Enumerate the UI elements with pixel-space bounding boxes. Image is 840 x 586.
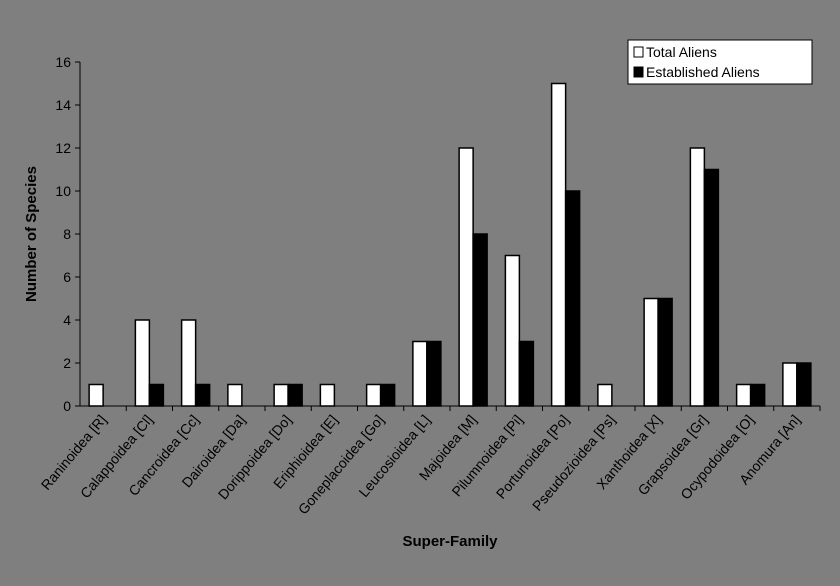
x-tick-label: Goneplacoidea [Go]: [295, 412, 387, 518]
bar: [749, 383, 766, 407]
bar: [88, 383, 104, 407]
legend-box: [627, 39, 813, 85]
bar: [426, 340, 442, 407]
bar: [319, 383, 336, 407]
legend-label: Established Aliens: [646, 64, 760, 80]
y-tick-label: 10: [55, 183, 71, 199]
bar: [643, 297, 659, 407]
x-tick-label: Pseudozioidea [Ps]: [529, 412, 618, 514]
bar: [180, 319, 197, 407]
bar: [227, 383, 243, 407]
y-tick-label: 6: [63, 269, 71, 285]
bar: [379, 383, 396, 407]
bar: [273, 383, 289, 407]
legend-label: Total Aliens: [646, 44, 717, 60]
y-tick-label: 12: [55, 140, 71, 156]
bar: [458, 147, 474, 407]
bar: [597, 383, 613, 407]
y-tick-label: 8: [63, 226, 71, 242]
bar: [657, 297, 673, 407]
y-tick-label: 16: [55, 54, 71, 70]
bar: [365, 383, 382, 407]
y-tick-label: 14: [55, 97, 71, 113]
y-tick-label: 0: [63, 398, 71, 414]
bar: [735, 383, 752, 407]
bar: [703, 168, 720, 407]
legend-swatch: [633, 46, 644, 58]
bar: [796, 362, 812, 407]
bar: [782, 362, 798, 407]
bar: [564, 190, 581, 407]
bar: [504, 254, 521, 407]
y-tick-label: 4: [63, 312, 71, 328]
bar: [194, 383, 211, 407]
bar: [134, 319, 151, 407]
y-axis-title: Number of Species: [23, 166, 40, 302]
bar: [550, 82, 567, 407]
bar: [689, 147, 706, 407]
bar: [148, 383, 165, 407]
x-axis-title: Super-Family: [402, 533, 498, 550]
bar: [472, 233, 488, 407]
bar: [287, 383, 303, 407]
y-tick-label: 2: [63, 355, 71, 371]
bar: [518, 340, 535, 407]
legend-swatch: [633, 66, 644, 78]
bar: [412, 340, 428, 407]
